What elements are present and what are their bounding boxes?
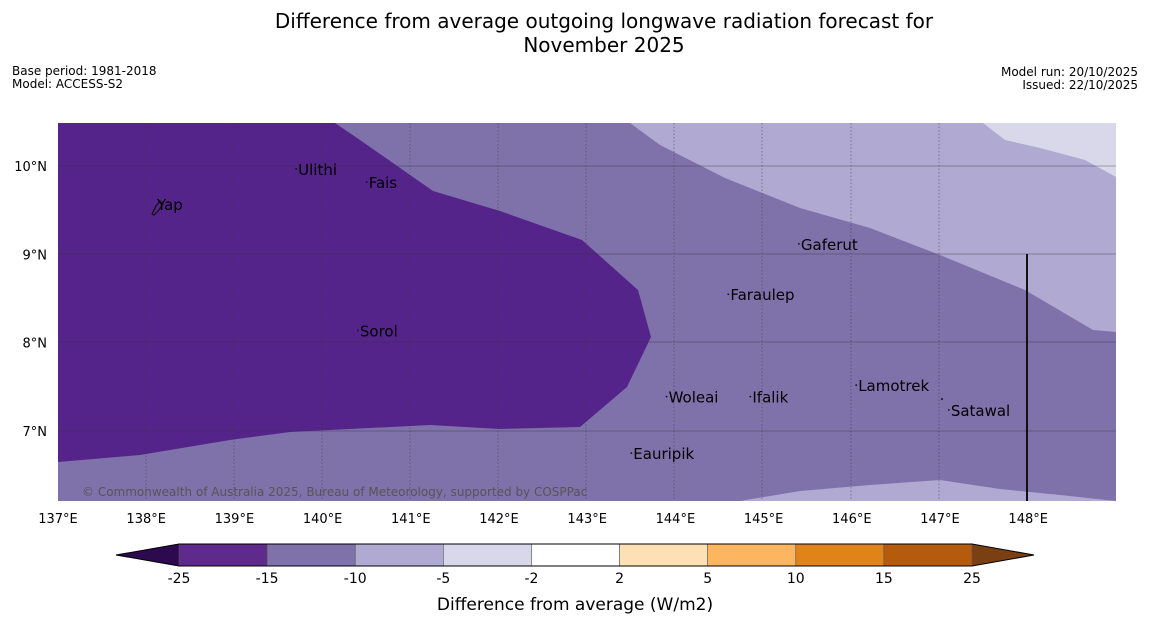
band-light-ne: [630, 123, 1116, 332]
lon-tick-label: 141°E: [391, 512, 431, 527]
place-label: Faraulep: [730, 286, 794, 304]
place-label: Fais: [369, 174, 398, 192]
lon-tick-label: 144°E: [656, 512, 696, 527]
place-label: Lamotrek: [858, 377, 929, 395]
lon-tick-label: 146°E: [832, 512, 872, 527]
place-labels: Yap Ulithi Fais Sorol Gaferut Faraulep Woleai I…: [156, 161, 1010, 463]
place-label: Ifalik: [752, 389, 788, 407]
issued-date: Issued: 22/10/2025: [1022, 78, 1138, 92]
copyright-text: © Commonwealth of Australia 2025, Bureau…: [82, 485, 587, 499]
colorbar-under-arrow: [116, 544, 179, 566]
colorbar-tick-label: -5: [436, 571, 450, 587]
colorbar-tick-label: -25: [168, 571, 191, 587]
lon-tick-label: 138°E: [126, 512, 166, 527]
colorbar-label: Difference from average (W/m2): [437, 595, 713, 615]
band-pale-ne: [983, 123, 1116, 177]
colorbar-segment: [531, 543, 620, 567]
lon-tick-label: 148°E: [1008, 512, 1048, 527]
place-marker-icon: [356, 329, 359, 332]
lat-tick-label: 8°N: [23, 337, 48, 352]
place-marker-icon: [855, 384, 858, 387]
colorbar: -25 -15 -10 -5 -2 2 5 10 15 25 Difference from av…: [115, 543, 1035, 615]
colorbar-segment: [795, 543, 885, 567]
lat-gridlines: [58, 165, 1116, 432]
lat-tick-label: 10°N: [14, 160, 47, 175]
colorbar-segment: [883, 543, 973, 567]
lon-tick-label: 142°E: [479, 512, 519, 527]
colorbar-segments: [178, 543, 973, 567]
place-label: Satawal: [951, 402, 1010, 420]
place-marker-icon: [727, 293, 730, 296]
colorbar-tick-label: 2: [615, 571, 624, 587]
model-run: Model run: 20/10/2025: [1000, 65, 1138, 79]
map-panel: Yap Ulithi Fais Sorol Gaferut Faraulep Woleai I…: [58, 123, 1116, 501]
place-label: Sorol: [360, 322, 398, 340]
place-marker-icon: [797, 242, 800, 245]
lon-gridlines: [145, 123, 940, 501]
colorbar-segment: [707, 543, 797, 567]
lon-tick-label: 145°E: [744, 512, 784, 527]
place-marker-icon: [365, 181, 368, 183]
place-label: Gaferut: [801, 236, 858, 254]
place-marker-icon: [630, 452, 633, 455]
place-label: Woleai: [669, 389, 719, 407]
band-deep-west: [58, 123, 651, 462]
meta-right: Model run: 20/10/2025 Issued: 22/10/2025: [1001, 66, 1138, 92]
colorbar-tick-label: 25: [963, 571, 981, 587]
islet-marker-icon: [941, 398, 943, 400]
colorbar-tick-label: -2: [524, 571, 538, 587]
colorbar-segment: [443, 543, 532, 567]
meta-left: Base period: 1981-2018 Model: ACCESS-S2: [12, 65, 157, 91]
yap-island-icon: [151, 200, 164, 216]
lon-tick-label: 140°E: [303, 512, 343, 527]
place-label: Eauripik: [633, 445, 694, 463]
colorbar-over-arrow: [972, 544, 1034, 566]
colorbar-segment: [266, 543, 356, 567]
lon-tick-labels: 137°E 138°E 139°E 140°E 141°E 142°E 143°E 144°E…: [38, 512, 1048, 527]
model-name: Model: ACCESS-S2: [12, 77, 124, 91]
lon-tick-label: 143°E: [567, 512, 607, 527]
place-marker-icon: [749, 395, 752, 398]
lon-tick-label: 139°E: [215, 512, 255, 527]
colorbar-tick-labels: -25 -15 -10 -5 -2 2 5 10 15 25: [168, 571, 981, 587]
colorbar-tick-label: -15: [256, 571, 279, 587]
colorbar-tick-label: 5: [703, 571, 712, 587]
place-label: Yap: [156, 196, 183, 214]
lon-tick-label: 137°E: [38, 512, 78, 527]
colorbar-tick-label: 15: [875, 571, 893, 587]
title-line-1: Difference from average outgoing longwav…: [274, 9, 934, 33]
place-marker-icon: [295, 167, 298, 170]
colorbar-segment: [354, 543, 444, 567]
place-marker-icon: [947, 408, 950, 411]
lat-tick-label: 7°N: [23, 425, 48, 440]
title-line-2: November 2025: [523, 33, 685, 57]
base-period: Base period: 1981-2018: [12, 64, 157, 78]
colorbar-tick-label: 10: [787, 571, 805, 587]
lat-tick-labels: 10°N 9°N 8°N 7°N: [14, 160, 47, 440]
colorbar-segment: [619, 543, 708, 567]
lat-tick-label: 9°N: [23, 248, 48, 263]
colorbar-segment: [178, 543, 268, 567]
place-label: Ulithi: [298, 161, 337, 179]
lon-tick-label: 147°E: [920, 512, 960, 527]
band-light-south: [740, 480, 1116, 501]
place-marker-icon: [665, 395, 668, 398]
chart-title: Difference from average outgoing longwav…: [0, 9, 1150, 57]
colorbar-tick-label: -10: [344, 571, 367, 587]
